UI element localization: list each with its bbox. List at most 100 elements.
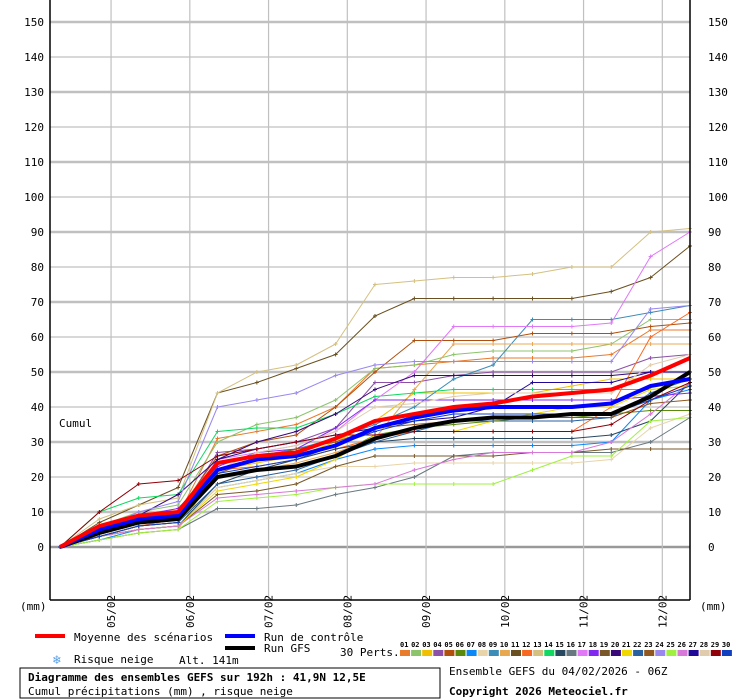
data-point <box>609 342 614 346</box>
member-legend-label: 27 <box>689 641 697 649</box>
data-point <box>491 373 496 378</box>
data-point <box>530 331 535 336</box>
data-point <box>530 317 535 322</box>
data-point <box>333 429 338 434</box>
data-point <box>569 324 574 329</box>
data-point <box>609 422 614 427</box>
data-point <box>491 419 496 423</box>
data-point <box>373 398 377 402</box>
data-point <box>373 380 377 385</box>
data-point <box>333 352 338 357</box>
member-legend-label: 13 <box>533 641 541 649</box>
data-point <box>530 324 535 329</box>
legend-gfs-label: Run GFS <box>264 642 310 655</box>
member-legend-label: 02 <box>411 641 419 649</box>
y-tick-label-left: 120 <box>24 121 44 134</box>
legend-mean-label: Moyenne des scénarios <box>74 631 213 644</box>
y-unit-left: (mm) <box>20 600 47 613</box>
data-point <box>294 482 299 486</box>
data-point <box>294 471 299 476</box>
data-point <box>176 503 181 507</box>
data-point <box>648 363 653 367</box>
member-legend-label: 09 <box>489 641 497 649</box>
data-point <box>451 338 456 343</box>
data-point <box>451 296 456 301</box>
data-point <box>294 475 299 479</box>
data-point <box>609 433 614 437</box>
data-point <box>491 349 496 353</box>
data-point <box>569 387 574 392</box>
data-point <box>569 356 574 360</box>
data-point <box>648 342 653 346</box>
data-point <box>569 359 574 364</box>
data-point <box>451 412 456 416</box>
data-point <box>412 363 417 367</box>
member-legend-swatch <box>422 650 433 656</box>
member-legend-label: 04 <box>433 641 441 649</box>
data-point <box>648 356 653 360</box>
data-point <box>373 370 377 374</box>
data-point <box>648 408 653 413</box>
data-point <box>294 468 299 472</box>
data-point <box>176 520 181 525</box>
y-tick-label-right: 40 <box>708 401 721 414</box>
data-point <box>254 422 259 427</box>
y-tick-label-right: 150 <box>708 16 728 29</box>
data-point <box>569 429 574 434</box>
data-point <box>569 436 574 441</box>
member-legend-swatch <box>588 650 599 656</box>
member-legend-swatch <box>655 650 666 656</box>
data-point <box>609 370 614 374</box>
y-tick-label-right: 30 <box>708 436 721 449</box>
member-legend-label: 11 <box>511 641 519 649</box>
y-tick-label-left: 60 <box>31 331 44 344</box>
y-tick-label-right: 120 <box>708 121 728 134</box>
member-legend-label: 08 <box>478 641 486 649</box>
data-point <box>648 401 653 406</box>
data-point <box>294 415 299 420</box>
data-point <box>97 520 102 525</box>
member-legend-label: 03 <box>422 641 430 649</box>
data-point <box>569 331 574 336</box>
member-legend-swatch <box>433 650 444 656</box>
data-point <box>176 524 181 528</box>
member-legend-swatch <box>633 650 644 656</box>
member-legend-swatch <box>677 650 688 656</box>
data-point <box>491 454 496 458</box>
member-legend-label: 05 <box>444 641 452 649</box>
data-point <box>254 447 259 451</box>
member-legend-swatch <box>511 650 521 656</box>
data-point <box>412 419 417 423</box>
data-point <box>569 342 574 346</box>
gfs-line <box>59 370 692 549</box>
data-point <box>530 429 535 434</box>
legend-control-label: Run de contrôle <box>264 631 363 644</box>
data-point <box>176 492 181 497</box>
data-point <box>136 524 141 528</box>
data-point <box>569 415 574 420</box>
data-point <box>412 461 417 465</box>
run-info: Ensemble GEFS du 04/02/2026 - 06Z <box>449 665 668 678</box>
data-point <box>294 457 299 462</box>
data-point <box>648 307 653 311</box>
y-tick-label-left: 0 <box>37 541 44 554</box>
data-point <box>609 331 614 336</box>
member-legend-swatch <box>488 650 499 656</box>
y-tick-label-left: 110 <box>24 156 44 169</box>
data-point <box>412 482 417 486</box>
y-tick-label-left: 10 <box>31 506 44 519</box>
data-point <box>609 450 614 455</box>
date-tick-label: 06/02 <box>184 595 197 628</box>
data-point <box>294 503 299 507</box>
data-point <box>254 464 259 469</box>
y-tick-label-left: 40 <box>31 401 44 414</box>
data-point <box>136 531 141 535</box>
data-point <box>215 391 220 395</box>
data-point <box>569 373 574 378</box>
data-point <box>373 485 377 490</box>
data-point <box>333 492 338 497</box>
data-point <box>609 405 614 409</box>
y-tick-label-left: 50 <box>31 366 44 379</box>
data-point <box>491 429 496 434</box>
